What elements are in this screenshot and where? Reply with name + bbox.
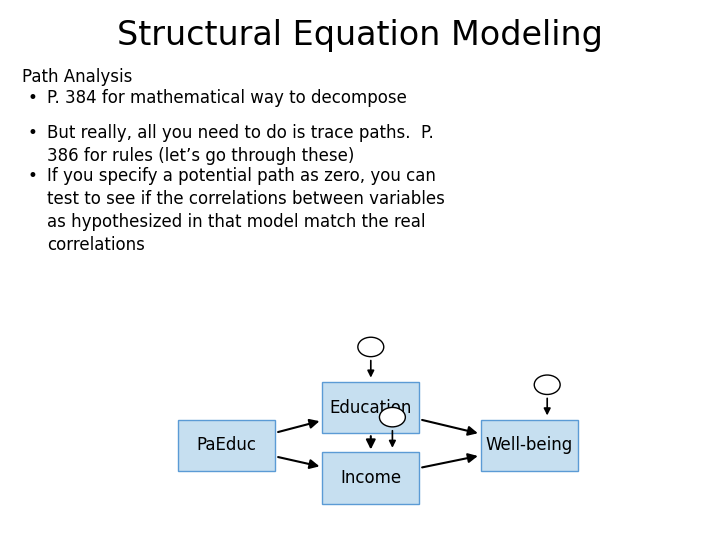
FancyBboxPatch shape	[323, 453, 419, 503]
FancyBboxPatch shape	[179, 420, 275, 471]
Text: Education: Education	[330, 399, 412, 417]
Text: PaEduc: PaEduc	[197, 436, 257, 455]
Text: •: •	[27, 124, 37, 142]
Text: •: •	[27, 167, 37, 185]
Text: Income: Income	[341, 469, 401, 487]
Circle shape	[379, 407, 405, 427]
Text: If you specify a potential path as zero, you can
test to see if the correlations: If you specify a potential path as zero,…	[47, 167, 445, 254]
Text: Structural Equation Modeling: Structural Equation Modeling	[117, 19, 603, 52]
FancyBboxPatch shape	[323, 382, 419, 433]
Circle shape	[534, 375, 560, 394]
Text: P. 384 for mathematical way to decompose: P. 384 for mathematical way to decompose	[47, 89, 407, 107]
Text: Path Analysis: Path Analysis	[22, 68, 132, 85]
FancyBboxPatch shape	[481, 420, 577, 471]
Text: But really, all you need to do is trace paths.  P.
386 for rules (let’s go throu: But really, all you need to do is trace …	[47, 124, 433, 165]
Text: Well-being: Well-being	[485, 436, 573, 455]
Text: •: •	[27, 89, 37, 107]
Circle shape	[358, 337, 384, 357]
